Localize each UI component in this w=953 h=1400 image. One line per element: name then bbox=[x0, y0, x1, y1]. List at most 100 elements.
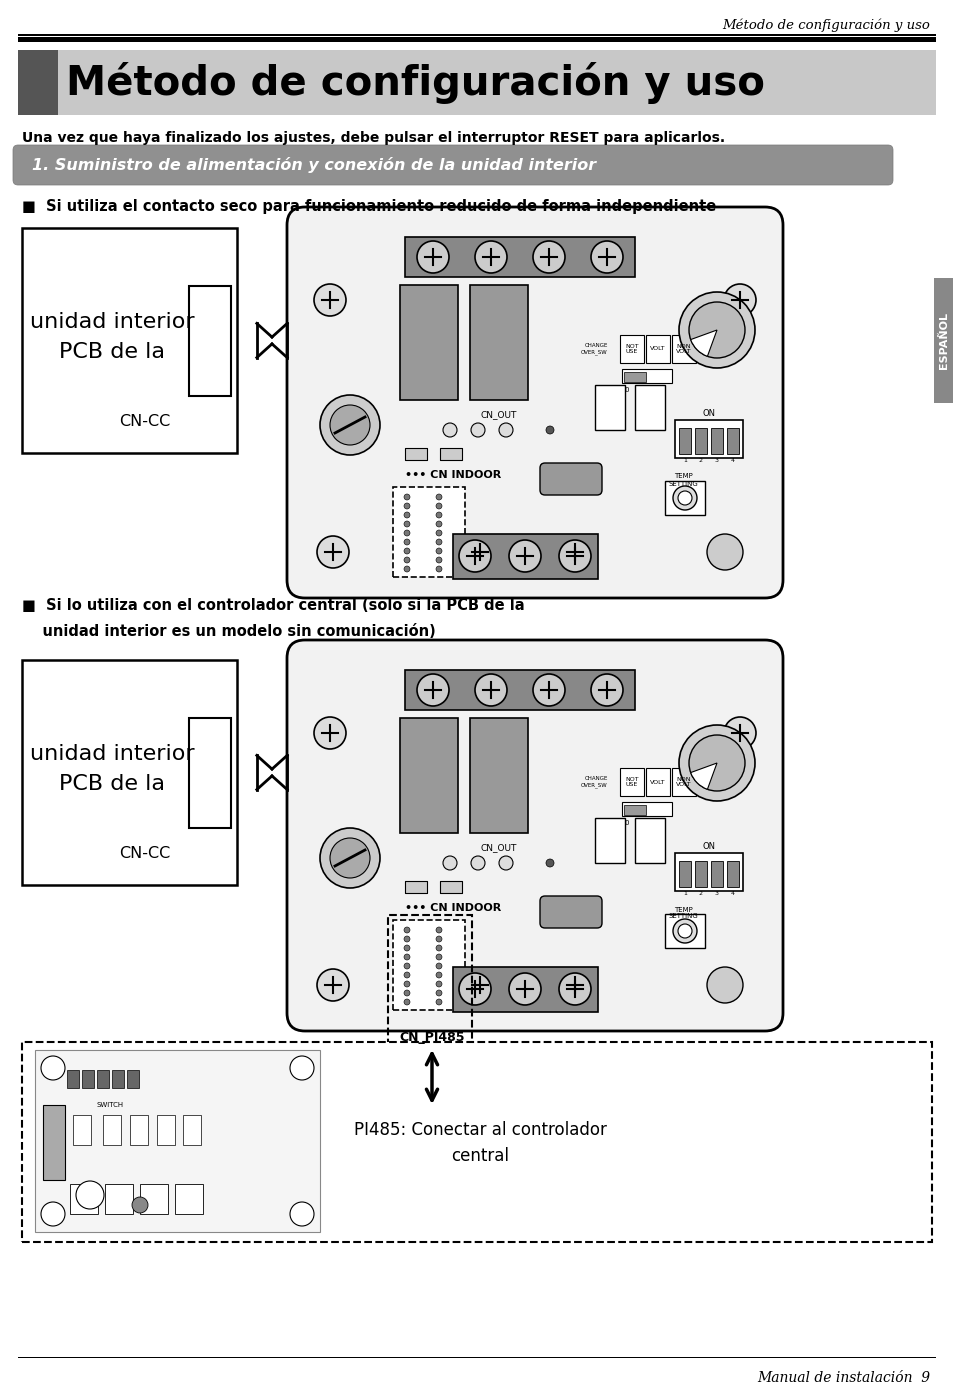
Circle shape bbox=[316, 969, 349, 1001]
Text: 1: 1 bbox=[682, 458, 686, 463]
Bar bbox=[470, 718, 527, 833]
Text: 2: 2 bbox=[699, 890, 702, 896]
Circle shape bbox=[723, 717, 755, 749]
Bar bbox=[82, 1070, 94, 1088]
Text: Una vez que haya finalizado los ajustes, debe pulsar el interruptor RESET para a: Una vez que haya finalizado los ajustes,… bbox=[22, 132, 724, 146]
Circle shape bbox=[672, 918, 697, 944]
Text: Método de configuración y uso: Método de configuración y uso bbox=[66, 62, 764, 104]
Bar bbox=[439, 448, 461, 461]
Circle shape bbox=[558, 540, 590, 573]
Circle shape bbox=[416, 241, 449, 273]
Bar bbox=[679, 428, 690, 454]
Bar bbox=[619, 335, 643, 363]
Circle shape bbox=[403, 557, 410, 563]
Bar bbox=[140, 1184, 168, 1214]
Circle shape bbox=[403, 547, 410, 554]
Bar bbox=[399, 718, 457, 833]
Circle shape bbox=[558, 973, 590, 1005]
Circle shape bbox=[41, 1203, 65, 1226]
Bar bbox=[453, 967, 598, 1012]
Bar bbox=[18, 50, 58, 115]
Text: CN-CC: CN-CC bbox=[119, 846, 170, 861]
Text: central: central bbox=[451, 1147, 509, 1165]
Text: VOLT: VOLT bbox=[650, 347, 665, 351]
Text: ••• CN INDOOR: ••• CN INDOOR bbox=[405, 470, 500, 480]
Circle shape bbox=[436, 927, 441, 932]
Circle shape bbox=[403, 494, 410, 500]
Text: NON
VOLT: NON VOLT bbox=[676, 343, 691, 354]
Circle shape bbox=[436, 566, 441, 573]
Circle shape bbox=[436, 547, 441, 554]
Circle shape bbox=[403, 972, 410, 979]
Circle shape bbox=[436, 953, 441, 960]
Bar bbox=[18, 1357, 935, 1358]
Circle shape bbox=[132, 1197, 148, 1212]
Bar bbox=[405, 881, 427, 893]
Text: 1: 1 bbox=[682, 890, 686, 896]
Bar bbox=[595, 818, 624, 862]
Circle shape bbox=[436, 990, 441, 995]
Bar bbox=[679, 861, 690, 888]
Circle shape bbox=[403, 937, 410, 942]
Wedge shape bbox=[690, 330, 717, 357]
Circle shape bbox=[509, 540, 540, 573]
Bar bbox=[439, 881, 461, 893]
Text: VOLT: VOLT bbox=[650, 780, 665, 784]
Text: 4: 4 bbox=[730, 458, 734, 463]
Circle shape bbox=[442, 423, 456, 437]
Circle shape bbox=[545, 426, 554, 434]
Text: unidad interior es un modelo sin comunicación): unidad interior es un modelo sin comunic… bbox=[22, 623, 436, 638]
Text: 4: 4 bbox=[730, 890, 734, 896]
Text: 0: 0 bbox=[624, 820, 629, 826]
Text: CN_OUT: CN_OUT bbox=[480, 843, 517, 853]
Bar bbox=[405, 237, 635, 277]
Circle shape bbox=[442, 855, 456, 869]
Text: 3: 3 bbox=[714, 890, 719, 896]
Circle shape bbox=[319, 395, 379, 455]
Bar bbox=[22, 228, 236, 454]
Text: NOT
USE: NOT USE bbox=[624, 343, 639, 354]
Circle shape bbox=[723, 284, 755, 316]
Circle shape bbox=[475, 241, 506, 273]
Circle shape bbox=[76, 1182, 104, 1210]
Text: ON: ON bbox=[701, 409, 715, 419]
Circle shape bbox=[463, 969, 496, 1001]
Circle shape bbox=[403, 963, 410, 969]
Circle shape bbox=[471, 855, 484, 869]
Text: ••• CN INDOOR: ••• CN INDOOR bbox=[405, 903, 500, 913]
Circle shape bbox=[436, 981, 441, 987]
Wedge shape bbox=[690, 763, 717, 790]
Circle shape bbox=[590, 673, 622, 706]
Text: CHANGE
OVER_SW: CHANGE OVER_SW bbox=[580, 776, 607, 788]
Bar bbox=[105, 1184, 132, 1214]
Text: CHANGE
OVER_SW: CHANGE OVER_SW bbox=[580, 343, 607, 354]
Circle shape bbox=[41, 1056, 65, 1079]
Text: 3: 3 bbox=[714, 458, 719, 463]
Bar bbox=[127, 1070, 139, 1088]
Text: ESPAÑOL: ESPAÑOL bbox=[938, 312, 948, 370]
Circle shape bbox=[545, 860, 554, 867]
Circle shape bbox=[436, 945, 441, 951]
FancyBboxPatch shape bbox=[13, 146, 892, 185]
Bar bbox=[933, 279, 953, 403]
Bar bbox=[43, 1105, 65, 1180]
Bar bbox=[405, 671, 635, 710]
Circle shape bbox=[688, 302, 744, 358]
Bar bbox=[645, 769, 669, 797]
Circle shape bbox=[471, 423, 484, 437]
Bar bbox=[97, 1070, 109, 1088]
Circle shape bbox=[290, 1203, 314, 1226]
Circle shape bbox=[558, 536, 590, 568]
Circle shape bbox=[533, 673, 564, 706]
Bar bbox=[405, 448, 427, 461]
Bar bbox=[635, 818, 664, 862]
Bar bbox=[73, 1114, 91, 1145]
Text: ON: ON bbox=[701, 841, 715, 851]
Circle shape bbox=[403, 512, 410, 518]
Circle shape bbox=[416, 673, 449, 706]
FancyBboxPatch shape bbox=[539, 463, 601, 496]
Bar bbox=[710, 428, 722, 454]
Circle shape bbox=[316, 536, 349, 568]
Bar bbox=[695, 428, 706, 454]
Circle shape bbox=[436, 521, 441, 526]
